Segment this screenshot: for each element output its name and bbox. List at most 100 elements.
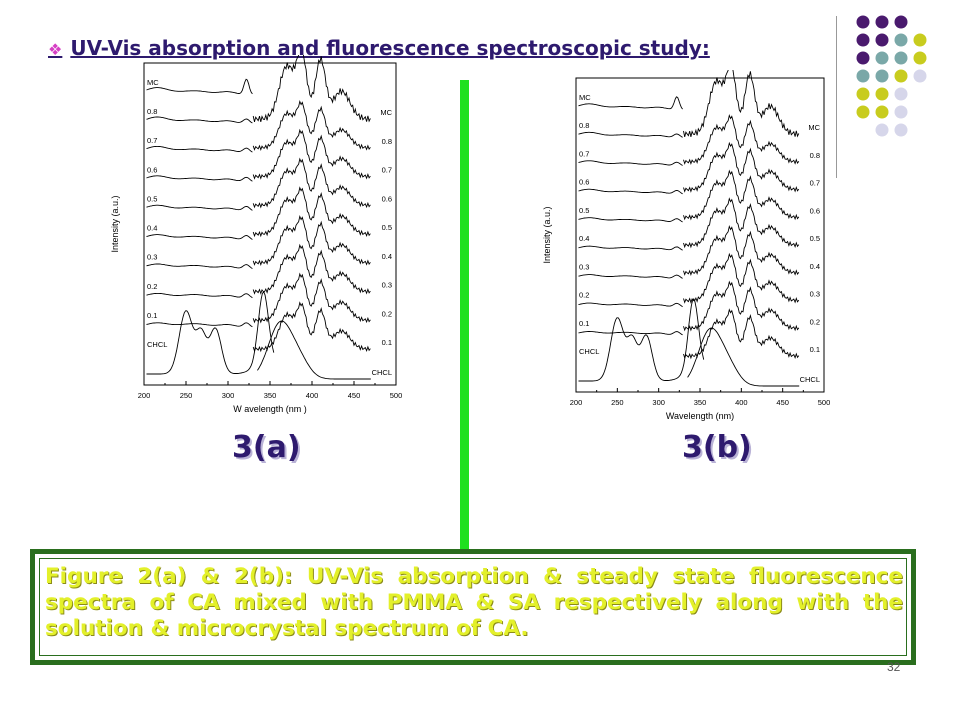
fluorescence-curve — [252, 301, 371, 353]
curve-label-left: 0.5 — [147, 194, 157, 203]
diamond-bullet-icon: ❖ — [48, 40, 63, 59]
curve-label-right: 0.2 — [810, 317, 820, 326]
x-tick-label: 350 — [264, 391, 277, 400]
curve-label-right: CHCL — [800, 375, 820, 384]
decorative-dot — [894, 87, 908, 101]
decorative-dot — [894, 105, 908, 119]
decorative-dot — [875, 15, 889, 29]
x-tick-label: 200 — [138, 391, 151, 400]
curve-label-left: 0.6 — [579, 178, 589, 187]
decorative-dot — [875, 33, 889, 47]
fluorescence-curve — [683, 280, 800, 332]
decorative-dot — [894, 33, 908, 47]
x-tick-label: 500 — [390, 391, 403, 400]
decorative-dot — [875, 87, 889, 101]
curve-label-right: CHCL — [372, 368, 392, 377]
fluorescence-curve — [683, 61, 800, 138]
curve-label-left: CHCL — [579, 347, 599, 356]
curve-label-right: 0.8 — [382, 137, 392, 146]
decorative-dot — [856, 87, 870, 101]
fluorescence-curve — [683, 197, 800, 249]
y-axis-label: Intensity (a.u.) — [110, 195, 120, 252]
curve-label-left: 0.4 — [579, 234, 589, 243]
x-tick-label: 250 — [611, 398, 624, 407]
curve-label-right: 0.5 — [810, 234, 820, 243]
curve-label-left: 0.3 — [147, 253, 157, 262]
curve-label-left: 0.6 — [147, 165, 157, 174]
decorative-dot — [875, 69, 889, 83]
plot-frame — [575, 77, 825, 393]
x-tick-label: 400 — [306, 391, 319, 400]
x-tick-label: 300 — [652, 398, 665, 407]
fluorescence-curve — [252, 215, 371, 266]
absorption-curve — [146, 291, 275, 375]
curve-label-right: 0.7 — [810, 179, 820, 188]
fluorescence-curve — [252, 157, 371, 209]
fluorescence-curve — [683, 169, 800, 221]
figure-caption-box: Figure 2(a) & 2(b): UV-Vis absorption & … — [30, 549, 916, 665]
fluorescence-curve — [683, 308, 800, 360]
fluorescence-curve — [252, 186, 371, 238]
fluorescence-curve — [683, 225, 800, 277]
absorption-curve — [146, 78, 253, 95]
x-tick-label: 250 — [180, 391, 193, 400]
curve-label-left: 0.4 — [147, 224, 157, 233]
curve-label-left: 0.2 — [579, 291, 589, 300]
curve-label-right: 0.1 — [810, 345, 820, 354]
decorative-dot — [856, 15, 870, 29]
curve-label-left: 0.8 — [147, 107, 157, 116]
curve-label-right: 0.4 — [810, 262, 820, 271]
decorative-dot — [875, 105, 889, 119]
curve-label-right: 0.5 — [382, 223, 392, 232]
fluorescence-curve — [252, 243, 371, 295]
fluorescence-curve — [252, 46, 371, 123]
x-tick-label: 200 — [570, 398, 583, 407]
decorative-dot-grid — [836, 15, 927, 178]
curve-label-right: 0.7 — [382, 166, 392, 175]
decorative-dot — [894, 123, 908, 137]
curve-label-left: 0.8 — [579, 121, 589, 130]
curve-label-left: 0.1 — [579, 319, 589, 328]
decorative-dot — [913, 33, 927, 47]
absorption-curve — [146, 204, 253, 211]
decorative-dot — [913, 69, 927, 83]
decorative-dot — [856, 51, 870, 65]
plot-frame — [143, 62, 397, 386]
decorative-dot — [856, 105, 870, 119]
spectra-chart-3b: 200 250 300 350 400 450 500 Wavelength (nm) Inte… — [536, 61, 836, 430]
curve-label-right: 0.2 — [382, 309, 392, 318]
curve-label-right: 0.6 — [382, 194, 392, 203]
fluorescence-curve — [683, 141, 800, 193]
page-number: 32 — [887, 660, 901, 674]
curve-label-right: 0.1 — [382, 338, 392, 347]
panel-label-3a: 3(a) — [232, 430, 301, 465]
curve-label-left: 0.3 — [579, 262, 589, 271]
decorative-dot — [913, 51, 927, 65]
caption-inner-border — [39, 558, 907, 656]
fluorescence-curve — [252, 128, 371, 180]
decorative-dot — [875, 51, 889, 65]
slide-title-text: UV-Vis absorption and fluorescence spect… — [70, 36, 710, 60]
absorption-curve — [578, 298, 705, 382]
absorption-curve — [146, 175, 253, 182]
x-axis-label: Wavelength (nm) — [666, 411, 734, 421]
x-tick-label: 500 — [818, 398, 831, 407]
x-tick-label: 400 — [735, 398, 748, 407]
decorative-dot — [894, 69, 908, 83]
x-tick-label: 450 — [776, 398, 789, 407]
curve-label-left: MC — [579, 93, 591, 102]
decorative-dot — [894, 51, 908, 65]
absorption-curve — [146, 116, 253, 124]
absorption-curve — [578, 331, 683, 336]
absorption-curve — [578, 217, 683, 223]
x-tick-label: 350 — [694, 398, 707, 407]
y-axis-label: Intensity (a.u.) — [542, 206, 552, 263]
panel-divider — [460, 80, 469, 552]
spectra-chart-3a: 200 250 300 350 400 450 500 W avelength (nm ) In… — [100, 46, 410, 425]
curve-label-left: CHCL — [147, 340, 167, 349]
curve-label-left: 0.7 — [147, 136, 157, 145]
curve-label-right: MC — [808, 123, 820, 132]
absorption-curve — [146, 234, 253, 240]
absorption-curve — [578, 302, 683, 308]
curve-label-left: 0.7 — [579, 149, 589, 158]
